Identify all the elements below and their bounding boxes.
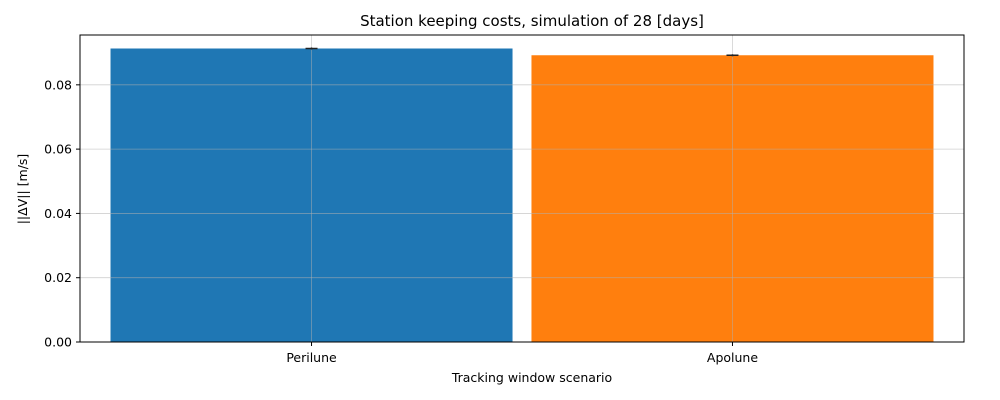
y-tick-label: 0.00	[44, 335, 72, 350]
y-axis-label: ||ΔV|| [m/s]	[15, 154, 30, 225]
x-tick-label-apolune: Apolune	[707, 350, 758, 365]
x-tick-label-perilune: Perilune	[286, 350, 337, 365]
y-tick-label: 0.06	[44, 142, 72, 157]
y-tick-label: 0.04	[44, 206, 72, 221]
axes-frame	[79, 34, 965, 343]
y-tick-label: 0.02	[44, 270, 72, 285]
plot-area: 0.00 0.02 0.04 0.06 0.08 Perilune Apolune	[44, 34, 965, 365]
chart-title: Station keeping costs, simulation of 28 …	[360, 12, 704, 30]
y-tick-label: 0.08	[44, 77, 72, 92]
x-axis-label: Tracking window scenario	[451, 370, 612, 385]
